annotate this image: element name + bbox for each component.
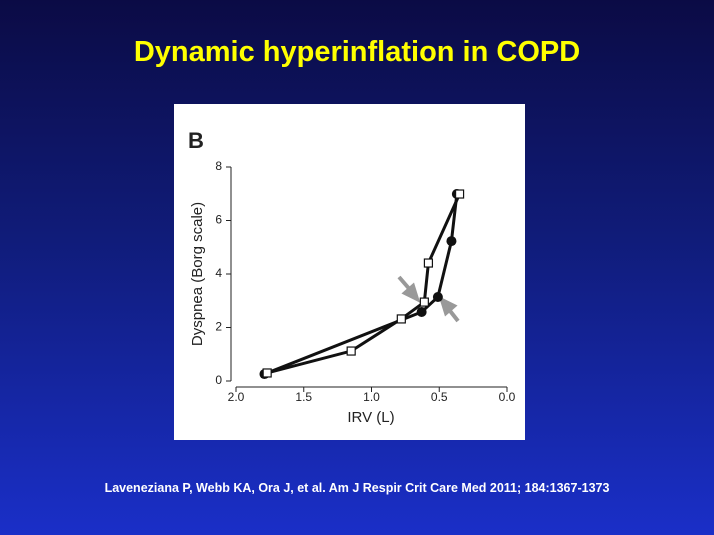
y-tick-label: 8 xyxy=(215,159,222,173)
data-point xyxy=(419,297,429,307)
data-point xyxy=(416,306,427,317)
x-tick-label: 1.5 xyxy=(295,390,312,404)
data-point xyxy=(396,314,406,324)
data-point xyxy=(346,346,356,356)
series-line xyxy=(266,193,461,375)
slide-title: Dynamic hyperinflation in COPD xyxy=(133,36,581,68)
chart-panel xyxy=(174,104,525,440)
y-tick-label: 2 xyxy=(215,320,222,334)
arrow-head xyxy=(438,296,458,317)
x-tick-label: 2.0 xyxy=(228,390,245,404)
x-tick-label: 0.5 xyxy=(431,390,448,404)
data-point xyxy=(432,292,443,303)
y-tick-label: 0 xyxy=(215,373,222,387)
citation: Laveneziana P, Webb KA, Ora J, et al. Am… xyxy=(104,481,610,495)
data-point xyxy=(262,368,272,378)
arrow-head xyxy=(401,282,421,303)
y-tick-label: 6 xyxy=(215,213,222,227)
panel-label: B xyxy=(188,128,204,153)
data-point xyxy=(423,258,434,268)
x-tick-label: 1.0 xyxy=(363,390,380,404)
x-tick-label: 0.0 xyxy=(499,390,516,404)
x-axis-label: IRV (L) xyxy=(347,409,394,426)
data-point xyxy=(446,236,457,247)
y-axis-label: Dyspnea (Borg scale) xyxy=(189,202,206,346)
data-point xyxy=(454,189,465,199)
arrows xyxy=(397,275,460,323)
y-tick-label: 4 xyxy=(215,266,222,280)
